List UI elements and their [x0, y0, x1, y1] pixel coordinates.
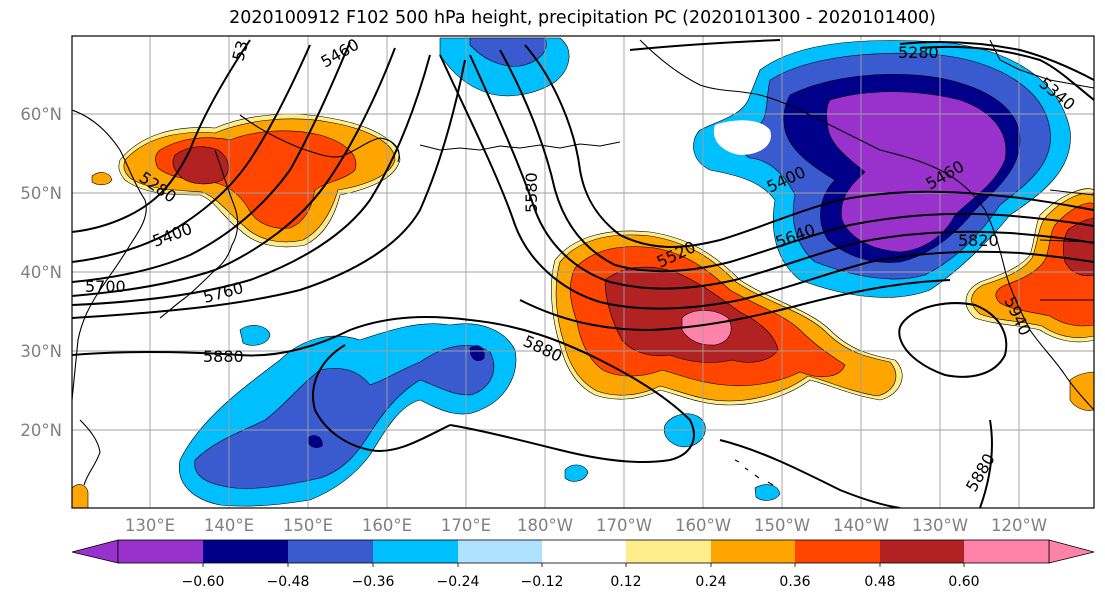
- colorbar-bin-10: [880, 540, 964, 563]
- colorbar-extend-right: [1048, 539, 1095, 564]
- north-pacific-negative-top-inner: [469, 37, 547, 67]
- contour-label-5280-ne: 5280: [898, 43, 939, 62]
- lat-label-60: 60°N: [20, 105, 62, 124]
- colorbar-tick-label: 0.12: [610, 574, 641, 590]
- lon-label-150w: 150°W: [754, 516, 810, 535]
- colorbar-tick-label: 0.24: [695, 574, 726, 590]
- contour-label-5580: 5580: [522, 172, 541, 213]
- negative-blob-3: [564, 464, 589, 482]
- sw-corner-positive: [72, 484, 89, 508]
- contour-label-5820: 5820: [958, 231, 999, 250]
- colorbar-tick-label: 0.36: [779, 574, 810, 590]
- map-frame: [71, 35, 1095, 509]
- colorbar-tick-label: −0.60: [182, 574, 225, 590]
- lon-label-160e: 160°E: [362, 516, 412, 535]
- colorbar-tick-label: −0.24: [437, 574, 480, 590]
- lon-label-130w: 130°W: [912, 516, 968, 535]
- baja-positive: [1069, 371, 1094, 411]
- colorbar-bin-5: [458, 540, 542, 563]
- west-pacific-negative-core2: [307, 435, 323, 448]
- colorbar-bin-11: [964, 540, 1049, 563]
- colorbar-bin-9: [795, 540, 880, 563]
- contour-label-5700: 5700: [85, 277, 126, 296]
- colorbar-tick-label: −0.36: [352, 574, 395, 590]
- lon-label-150e: 150°E: [283, 516, 333, 535]
- height-contours: [72, 39, 1094, 508]
- colorbar-bin-2: [203, 540, 288, 563]
- colorbar-tick-label: 0.60: [948, 574, 979, 590]
- colorbar-extend-left: [71, 539, 119, 564]
- lon-label-140w: 140°W: [833, 516, 889, 535]
- map-title: 2020100912 F102 500 hPa height, precipit…: [229, 8, 936, 28]
- lon-label-180w: 180°W: [517, 516, 573, 535]
- lon-label-170e: 170°E: [441, 516, 491, 535]
- lat-label-50: 50°N: [20, 184, 62, 203]
- lon-label-140e: 140°E: [204, 516, 254, 535]
- lon-label-130e: 130°E: [125, 516, 175, 535]
- colorbar: −0.60 −0.48 −0.36 −0.24 −0.12 0.12 0.24 …: [71, 539, 1095, 590]
- colorbar-frame: [117, 539, 1050, 564]
- contour-label-53: 53: [229, 38, 253, 63]
- colorbar-tick-label: 0.48: [864, 574, 895, 590]
- lon-label-160w: 160°W: [675, 516, 731, 535]
- lat-label-40: 40°N: [20, 263, 62, 282]
- colorbar-bin-1: [118, 540, 203, 563]
- negative-blob-4: [754, 484, 781, 501]
- colorbar-bin-3: [288, 540, 373, 563]
- lon-label-170w: 170°W: [596, 516, 652, 535]
- colorbar-bin-6: [542, 540, 626, 563]
- colorbar-ticks: [202, 563, 965, 567]
- ne-pacific-negative-gap: [713, 120, 771, 155]
- nw-pacific-positive-small: [91, 172, 113, 186]
- latitude-labels: 60°N 50°N 40°N 30°N 20°N: [20, 105, 62, 440]
- contour-label-5880-west: 5880: [203, 347, 244, 366]
- lat-label-30: 30°N: [20, 342, 62, 361]
- longitude-labels: 130°E 140°E 150°E 160°E 170°E 180°W 170°…: [125, 516, 1047, 535]
- colorbar-bin-8: [711, 540, 795, 563]
- colorbar-tick-label: −0.12: [521, 574, 564, 590]
- negative-blob-2: [239, 325, 271, 346]
- ne-pacific-negative-core: [826, 91, 1007, 253]
- west-pacific-negative-core: [469, 345, 485, 361]
- lat-label-20: 20°N: [20, 421, 62, 440]
- colorbar-bin-4: [373, 540, 458, 563]
- colorbar-tick-label: −0.48: [267, 574, 310, 590]
- central-pacific-positive-pink: [681, 310, 732, 346]
- lon-label-120w: 120°W: [991, 516, 1047, 535]
- coastlines: [72, 39, 1094, 486]
- colorbar-bin-7: [626, 540, 711, 563]
